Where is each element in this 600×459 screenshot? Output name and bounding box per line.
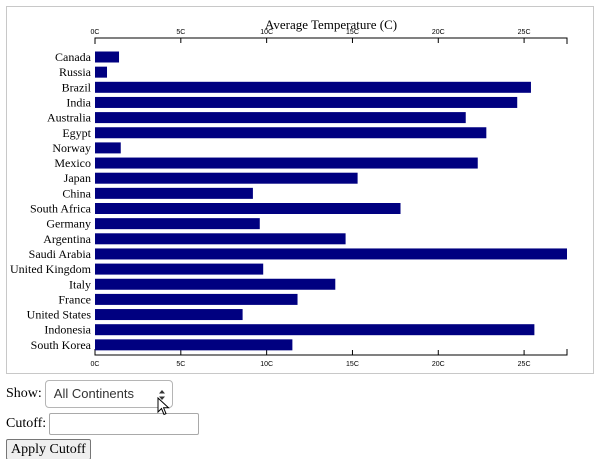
- category-label: South Africa: [30, 202, 92, 216]
- apply-row: Apply Cutoff: [6, 439, 596, 459]
- top-axis-tick-label: 0C: [91, 29, 100, 36]
- bar: [95, 203, 401, 214]
- bar: [95, 187, 253, 199]
- bar: [95, 112, 466, 124]
- category-label: China: [62, 186, 91, 200]
- category-label: Russia: [59, 65, 92, 79]
- show-row: Show: All Continents: [6, 379, 596, 416]
- category-label: France: [58, 292, 91, 306]
- category-label: Saudi Arabia: [29, 247, 92, 261]
- bar: [95, 324, 535, 336]
- cutoff-row: Cutoff:: [6, 413, 596, 435]
- cutoff-label: Cutoff:: [6, 416, 47, 431]
- top-axis-line: [94, 37, 568, 44]
- bar: [95, 293, 298, 305]
- bottom-axis-tick-label: 0C: [91, 361, 100, 368]
- temperature-chart: Average Temperature (C) 0C 5C 10C 15C 20C 25C 0…: [10, 17, 568, 368]
- bar: [95, 278, 336, 290]
- category-label: India: [66, 95, 91, 109]
- chart-title: Average Temperature (C): [265, 17, 397, 32]
- chart-frame: Average Temperature (C) 0C 5C 10C 15C 20C 25C 0…: [6, 6, 594, 374]
- show-label: Show:: [6, 386, 42, 401]
- controls-panel: Show: All Continents Cutoff: Apply Cutof…: [6, 379, 596, 459]
- bar: [95, 96, 518, 108]
- select-arrows-icon: [158, 390, 165, 400]
- bar: [95, 233, 346, 245]
- apply-cutoff-button[interactable]: Apply Cutoff: [6, 439, 91, 459]
- continent-select-value: All Continents: [53, 386, 135, 401]
- top-axis-tick-label: 10C: [260, 29, 273, 36]
- bar: [95, 263, 264, 275]
- bar: [95, 309, 243, 321]
- top-axis-tick-label: 15C: [346, 29, 359, 36]
- top-axis-tick-label: 5C: [176, 29, 185, 36]
- mouse-cursor-icon: [157, 397, 170, 416]
- category-label: Argentina: [43, 232, 91, 246]
- bar: [95, 172, 358, 184]
- category-label: Indonesia: [44, 323, 91, 337]
- bar: [95, 51, 120, 63]
- category-label: United States: [27, 308, 92, 322]
- bar: [95, 218, 260, 230]
- bottom-axis-tick-label: 5C: [176, 361, 185, 368]
- bar: [95, 157, 478, 169]
- category-label: Italy: [69, 277, 91, 291]
- top-axis-tick-label: 20C: [432, 29, 445, 36]
- bar: [95, 66, 108, 78]
- category-label: Brazil: [62, 80, 92, 94]
- category-label: Germany: [46, 217, 91, 231]
- bottom-axis-tick-label: 15C: [346, 361, 359, 368]
- cutoff-input[interactable]: [49, 413, 200, 435]
- bar: [95, 248, 567, 260]
- category-label: Canada: [55, 50, 92, 64]
- continent-select[interactable]: All Continents: [44, 380, 173, 416]
- category-label: Egypt: [62, 126, 91, 140]
- category-label: Mexico: [54, 156, 91, 170]
- bar: [95, 339, 293, 351]
- bottom-axis-tick-label: 20C: [432, 361, 445, 368]
- top-axis-tick-label: 25C: [518, 29, 531, 36]
- bar: [95, 142, 121, 154]
- bar: [95, 127, 487, 139]
- category-label: Australia: [47, 111, 92, 125]
- category-label: South Korea: [31, 338, 92, 352]
- category-label: Japan: [64, 171, 91, 185]
- bar: [95, 81, 531, 93]
- category-label: Norway: [52, 141, 91, 155]
- bottom-axis-tick-label: 10C: [260, 361, 273, 368]
- category-label: United Kingdom: [10, 262, 92, 276]
- bottom-axis-tick-label: 25C: [518, 361, 531, 368]
